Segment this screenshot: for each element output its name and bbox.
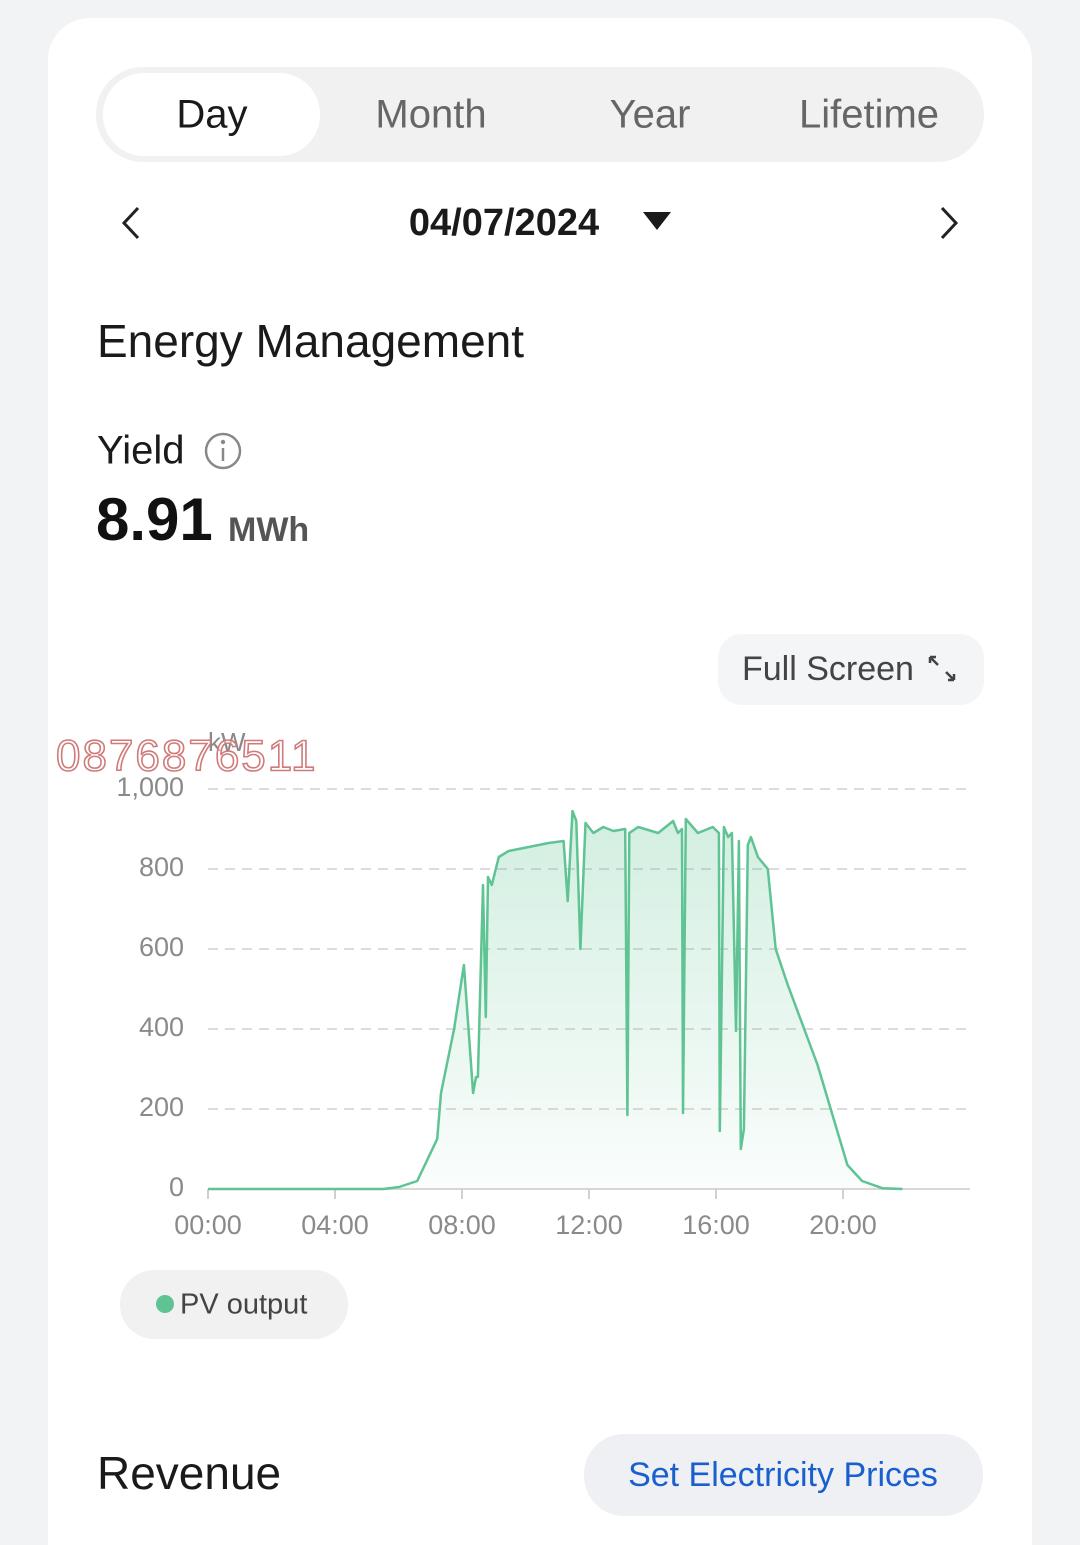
set-prices-label: Set Electricity Prices (628, 1456, 938, 1494)
y-axis-unit: kW (208, 727, 246, 757)
x-tick-label: 16:00 (682, 1210, 750, 1240)
y-tick-label: 800 (139, 852, 184, 882)
info-dot (220, 439, 226, 445)
tab-bar (96, 67, 984, 162)
info-circle (204, 432, 242, 470)
legend-label: PV output (180, 1289, 307, 1321)
date-dropdown[interactable] (643, 212, 671, 230)
tab[interactable]: Month (375, 93, 486, 137)
x-tick-label: 20:00 (809, 1210, 877, 1240)
yield-value: 8.91 (96, 486, 213, 553)
tab[interactable]: Lifetime (799, 93, 939, 137)
set-prices-button[interactable] (584, 1434, 983, 1516)
yield-unit: MWh (228, 511, 309, 549)
revenue-title: Revenue (97, 1447, 281, 1499)
y-tick-label: 400 (139, 1012, 184, 1042)
prev-button[interactable] (121, 206, 140, 240)
area-fill (208, 811, 903, 1189)
tab[interactable]: Day (176, 93, 247, 137)
info-icon[interactable] (204, 432, 242, 470)
tab[interactable]: Year (610, 93, 691, 137)
yield-label: Yield (97, 429, 184, 473)
x-tick-label: 00:00 (174, 1210, 242, 1240)
full-screen-button[interactable] (718, 634, 984, 705)
x-tick-label: 12:00 (555, 1210, 623, 1240)
legend-marker (156, 1295, 174, 1313)
x-tick-label: 08:00 (428, 1210, 496, 1240)
section-title: Energy Management (97, 315, 524, 367)
next-button[interactable] (940, 206, 959, 240)
chart: 0 200 400 600 800 1,000 00:00 04:00 08:00 12:00 16… (116, 727, 970, 1240)
series-line (208, 809, 903, 1191)
y-tick-label: 200 (139, 1092, 184, 1122)
legend[interactable] (120, 1270, 348, 1339)
full-screen-label: Full Screen (742, 650, 914, 688)
x-tick-label: 04:00 (301, 1210, 369, 1240)
date[interactable]: 04/07/2024 (409, 202, 599, 244)
tab-selected[interactable] (103, 73, 320, 156)
y-tick-label: 0 (169, 1172, 184, 1202)
y-tick-label: 1,000 (116, 772, 184, 802)
y-tick-label: 600 (139, 932, 184, 962)
full-screen-icon (928, 655, 956, 682)
watermark: 0876876511 (56, 732, 317, 781)
